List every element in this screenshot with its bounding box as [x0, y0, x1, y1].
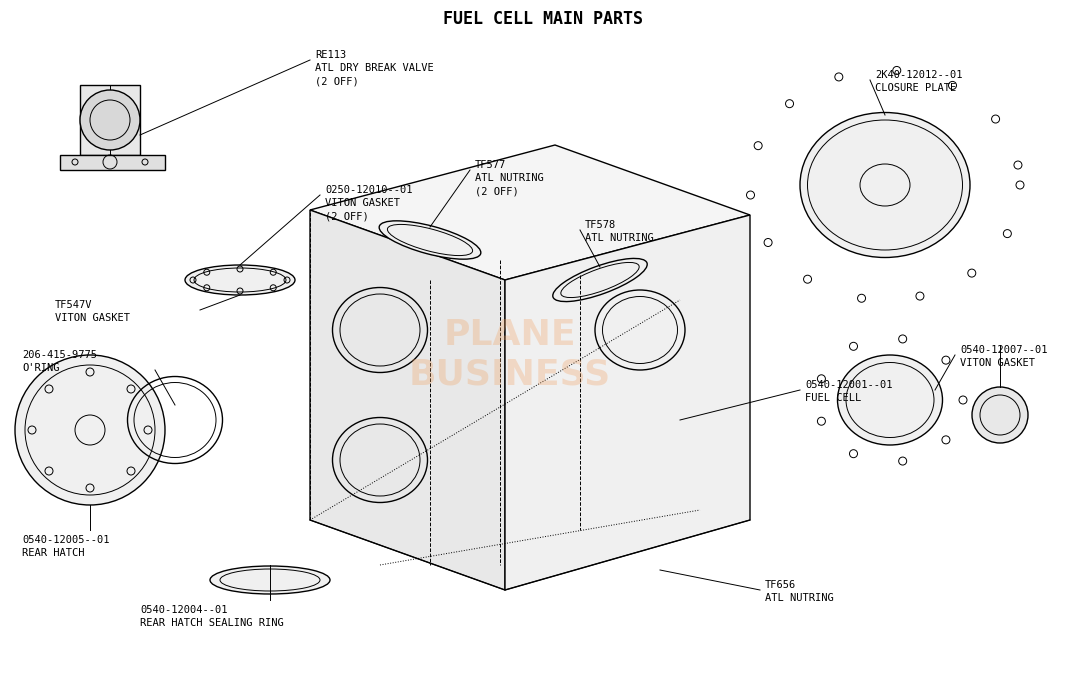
Polygon shape [60, 155, 165, 170]
Text: ATL NUTRING: ATL NUTRING [585, 233, 654, 243]
Text: ATL DRY BREAK VALVE: ATL DRY BREAK VALVE [315, 63, 433, 73]
Text: REAR HATCH: REAR HATCH [22, 548, 85, 558]
Text: TF547V: TF547V [55, 300, 92, 310]
Text: FUEL CELL: FUEL CELL [805, 393, 861, 403]
Polygon shape [505, 215, 750, 590]
Text: TF577: TF577 [475, 160, 506, 170]
Text: 0250-12010--01: 0250-12010--01 [325, 185, 413, 195]
Ellipse shape [800, 112, 970, 257]
Text: VITON GASKET: VITON GASKET [325, 198, 400, 208]
Text: ATL NUTRING: ATL NUTRING [765, 593, 834, 603]
Text: TF578: TF578 [585, 220, 616, 230]
Polygon shape [310, 145, 750, 280]
Text: REAR HATCH SEALING RING: REAR HATCH SEALING RING [140, 618, 283, 628]
Polygon shape [310, 210, 505, 590]
Ellipse shape [210, 566, 330, 594]
Text: 0540-12005--01: 0540-12005--01 [22, 535, 110, 545]
Text: (2 OFF): (2 OFF) [475, 186, 519, 196]
Ellipse shape [379, 221, 481, 259]
Ellipse shape [553, 259, 647, 302]
Text: 0540-12001--01: 0540-12001--01 [805, 380, 893, 390]
Text: 0540-12007--01: 0540-12007--01 [960, 345, 1048, 355]
Text: TF656: TF656 [765, 580, 796, 590]
Circle shape [80, 90, 140, 150]
Text: RE113: RE113 [315, 50, 346, 60]
Text: ATL NUTRING: ATL NUTRING [475, 173, 544, 183]
Circle shape [15, 355, 165, 505]
Ellipse shape [837, 355, 943, 445]
Ellipse shape [185, 265, 295, 295]
Text: PLANE
BUSINESS: PLANE BUSINESS [408, 318, 611, 392]
Text: 2K40-12012--01: 2K40-12012--01 [875, 70, 962, 80]
Polygon shape [80, 85, 140, 155]
Text: 206-415-9775: 206-415-9775 [22, 350, 97, 360]
Text: VITON GASKET: VITON GASKET [55, 313, 130, 323]
Text: O'RING: O'RING [22, 363, 60, 373]
Text: FUEL CELL MAIN PARTS: FUEL CELL MAIN PARTS [443, 10, 643, 28]
Text: (2 OFF): (2 OFF) [325, 211, 369, 221]
Text: VITON GASKET: VITON GASKET [960, 358, 1035, 368]
Circle shape [972, 387, 1028, 443]
Text: 0540-12004--01: 0540-12004--01 [140, 605, 227, 615]
Text: (2 OFF): (2 OFF) [315, 76, 358, 86]
Text: CLOSURE PLATE: CLOSURE PLATE [875, 83, 957, 93]
